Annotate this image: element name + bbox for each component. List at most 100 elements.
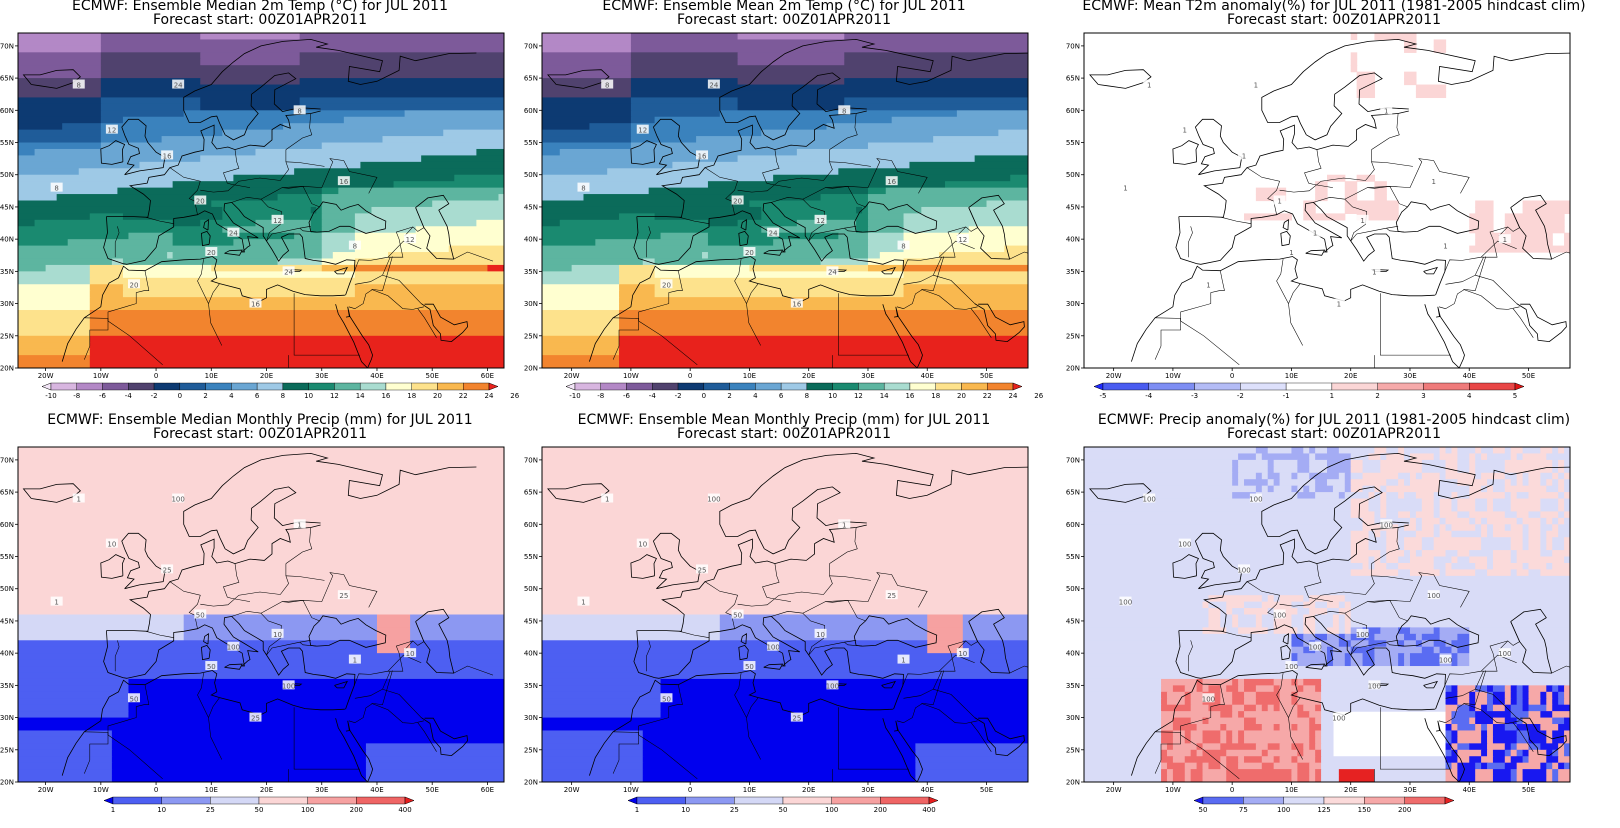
field-cell xyxy=(1261,485,1269,493)
panel-mean-temp: ECMWF: Ensemble Mean 2m Temp (°C) for JU… xyxy=(524,0,1044,414)
colorbar-label: 3 xyxy=(1421,392,1425,400)
field-cell xyxy=(1528,524,1541,532)
colorbar-arrow-low xyxy=(627,796,638,805)
field-cell xyxy=(89,322,504,330)
field-cell xyxy=(1380,485,1387,493)
field-cell xyxy=(542,219,561,227)
contour-label-bg xyxy=(1368,266,1381,276)
field-cell xyxy=(1522,691,1530,699)
contour-label: 1 xyxy=(54,599,58,607)
field-cell xyxy=(1232,711,1239,719)
field-cell xyxy=(1558,511,1565,519)
colorbar-label: 18 xyxy=(931,392,940,400)
field-cell xyxy=(376,633,411,641)
border xyxy=(844,641,863,647)
border xyxy=(208,283,220,304)
field-cell xyxy=(18,58,102,66)
field-cell xyxy=(1516,691,1524,699)
field-cell xyxy=(630,33,739,41)
field-cell xyxy=(1475,762,1482,770)
field-cell xyxy=(1338,769,1376,777)
field-cell xyxy=(1451,749,1458,757)
field-cell xyxy=(1451,640,1470,648)
field-cell xyxy=(1552,472,1559,480)
contour-labels: 1001001001001001001001001001001001001001… xyxy=(1119,493,1511,723)
field-cell xyxy=(1516,775,1524,782)
field-cell xyxy=(1261,453,1310,461)
lat-tick-label: 35N xyxy=(1066,682,1080,690)
field-cell xyxy=(1457,504,1476,513)
coastline xyxy=(882,718,923,782)
field-cell xyxy=(619,310,1028,318)
field-cell xyxy=(1457,749,1482,757)
field-cell xyxy=(255,148,477,157)
field-cell xyxy=(1457,698,1470,706)
colorbar-label: -6 xyxy=(623,392,631,400)
colorbar-label: 10 xyxy=(304,392,313,400)
coastline xyxy=(881,680,897,689)
field-cell xyxy=(838,232,869,240)
field-cell xyxy=(1315,479,1328,487)
colorbar-label: 22 xyxy=(983,392,992,400)
field-cell xyxy=(1338,447,1376,455)
field-cell xyxy=(18,355,91,363)
field-cell xyxy=(542,717,1028,725)
field-cell xyxy=(18,704,130,712)
coastline xyxy=(1280,644,1291,661)
colorbar-label: 1 xyxy=(1330,392,1334,400)
lat-tick-label: 45N xyxy=(1066,617,1080,625)
field-cell xyxy=(34,148,257,157)
field-cell xyxy=(1084,601,1204,609)
field-cell xyxy=(796,148,1028,157)
field-cell xyxy=(1226,736,1233,744)
field-cell xyxy=(1475,704,1482,712)
field-cell xyxy=(18,537,504,545)
field-cell xyxy=(1516,736,1530,744)
field-cell xyxy=(1291,743,1304,751)
panel-title: ECMWF: Ensemble Mean Monthly Precip (mm)… xyxy=(577,412,991,428)
lat-tick-label: 45N xyxy=(1066,203,1080,211)
field-cell xyxy=(100,84,504,92)
border xyxy=(84,731,109,774)
field-cell xyxy=(1445,749,1453,757)
border xyxy=(679,217,710,224)
lat-tick-label: 45N xyxy=(524,203,538,211)
field-cell xyxy=(1084,756,1162,764)
field-cell xyxy=(1238,685,1245,693)
field-cell xyxy=(1172,730,1186,738)
contour-label: 100 xyxy=(1178,541,1191,549)
field-cell xyxy=(1084,530,1352,538)
field-cell xyxy=(100,123,284,131)
lat-tick-label: 30N xyxy=(1066,714,1080,722)
field-cell xyxy=(1492,691,1506,699)
colorbar-swatch xyxy=(258,796,308,805)
lat-tick-label: 70N xyxy=(524,456,538,464)
colorbar-swatch xyxy=(1323,796,1365,805)
contour-label: 8 xyxy=(581,185,585,193)
contour-label: 1 xyxy=(297,521,301,529)
field-cell xyxy=(360,161,504,169)
panel-subtitle: Forecast start: 00Z01APR2011 xyxy=(676,12,892,28)
field-cell xyxy=(1516,517,1524,525)
field-cell xyxy=(89,348,504,356)
field-cell xyxy=(542,730,644,738)
field-cell xyxy=(1303,743,1310,751)
field-cell xyxy=(1451,556,1458,564)
lon-tick-label: 0 xyxy=(688,372,692,380)
field-cell xyxy=(1558,498,1565,506)
field-cell xyxy=(542,466,1028,474)
contour-label-bg xyxy=(956,648,969,658)
field-cell xyxy=(542,103,632,111)
colorbar-label: 50 xyxy=(255,806,264,814)
field-cell xyxy=(672,161,911,169)
border xyxy=(771,600,866,622)
field-cell xyxy=(1084,608,1210,616)
field-cell xyxy=(1475,200,1494,208)
field-cell xyxy=(1309,711,1322,719)
field-cell xyxy=(1380,453,1387,461)
contour-label: 16 xyxy=(698,152,707,160)
border xyxy=(453,665,494,676)
field-cell xyxy=(1184,698,1192,706)
field-cell xyxy=(18,595,504,603)
border xyxy=(114,226,120,258)
